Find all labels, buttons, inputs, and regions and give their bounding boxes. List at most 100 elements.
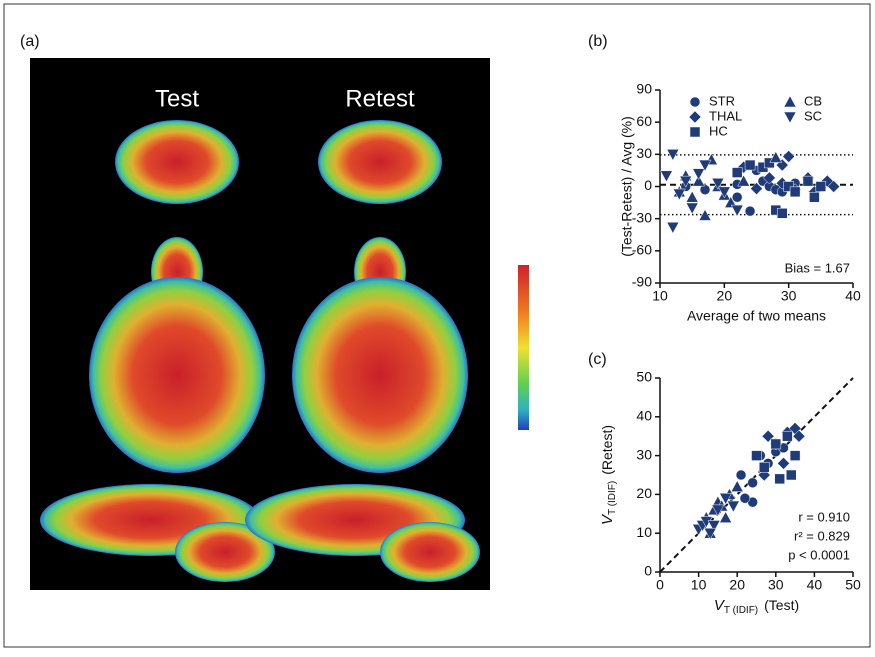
point	[769, 151, 783, 163]
colorbar	[518, 265, 529, 430]
y-tick-label: -60	[632, 242, 652, 258]
point	[724, 196, 738, 208]
point	[785, 469, 797, 481]
legend-label: CB	[804, 93, 822, 108]
point	[789, 450, 801, 461]
legend-label: STR	[709, 93, 735, 108]
colorbar-min: 0	[536, 413, 546, 433]
point	[783, 181, 794, 192]
point	[758, 461, 770, 473]
y-tick-label: 50	[636, 369, 652, 385]
annotation: r² = 0.829	[794, 528, 850, 543]
point	[672, 188, 686, 201]
x-axis-label: Average of two means	[687, 308, 826, 324]
annotation: Bias = 1.67	[785, 260, 850, 275]
y-tick-label: -30	[632, 209, 652, 225]
point	[726, 500, 740, 513]
point	[731, 191, 743, 203]
point	[707, 520, 721, 532]
point	[774, 473, 785, 485]
panel-label: (b)	[588, 33, 608, 50]
panel-label: (c)	[588, 351, 607, 368]
point	[770, 438, 782, 450]
point	[685, 190, 699, 203]
figure-border	[3, 3, 871, 648]
label-text: (Test)	[764, 597, 799, 613]
x-tick-label: 10	[652, 288, 668, 304]
legend-marker	[689, 96, 701, 108]
point	[751, 450, 762, 461]
x-tick-label: 40	[807, 577, 823, 593]
point	[744, 205, 756, 217]
point	[827, 180, 841, 193]
point	[750, 182, 763, 195]
point	[711, 178, 725, 190]
point	[719, 511, 733, 523]
column-title: Retest	[345, 85, 415, 112]
legend-label: HC	[709, 123, 728, 138]
brain-images	[40, 120, 480, 582]
point	[782, 430, 793, 442]
point	[711, 504, 725, 517]
point	[719, 493, 733, 505]
point	[698, 159, 712, 172]
point	[764, 157, 775, 169]
point	[692, 168, 706, 181]
y-tick-label: 0	[644, 563, 652, 579]
point	[730, 204, 744, 217]
colorbar-max: 32	[536, 261, 556, 281]
point	[666, 221, 680, 234]
point	[815, 181, 827, 192]
x-tick-label: 20	[729, 577, 745, 593]
y-tick-label: -90	[632, 274, 652, 290]
x-tick-label: 50	[845, 577, 861, 593]
annotation: p < 0.0001	[788, 547, 850, 562]
y-tick-label: 60	[636, 113, 652, 129]
point	[679, 175, 693, 188]
label-symbol: V	[537, 361, 557, 375]
y-tick-label: 30	[636, 145, 652, 161]
column-title: Test	[155, 85, 199, 112]
point	[737, 174, 751, 187]
point	[730, 480, 744, 492]
x-tick-label: 20	[717, 288, 733, 304]
point	[776, 208, 788, 219]
legend-marker	[783, 111, 797, 124]
y-axis-label: (Test-Retest) / Avg (%)	[619, 116, 635, 257]
legend-label: SC	[804, 108, 822, 123]
annotation: r = 0.910	[798, 509, 850, 524]
point	[744, 159, 756, 171]
x-tick-label: 10	[691, 577, 707, 593]
point	[735, 469, 747, 481]
x-axis-label: VT (IDIF) (Test)	[714, 597, 799, 616]
point	[747, 477, 758, 489]
point	[717, 186, 731, 199]
legend-marker	[783, 95, 797, 108]
point	[699, 184, 711, 195]
y-tick-label: 20	[636, 485, 652, 501]
point	[809, 191, 820, 203]
x-tick-label: 0	[656, 577, 664, 593]
point	[703, 527, 717, 540]
colorbar-label: VT (IDIF)	[537, 321, 559, 374]
point	[660, 170, 673, 183]
label-symbol: V	[599, 513, 616, 525]
label-text: (Retest)	[599, 425, 615, 475]
point	[763, 171, 776, 185]
y-tick-label: 0	[644, 177, 652, 193]
point	[666, 149, 680, 161]
point	[739, 493, 751, 504]
x-tick-label: 30	[768, 577, 784, 593]
point	[777, 457, 790, 470]
x-tick-label: 30	[781, 288, 797, 304]
identity-line	[659, 377, 854, 573]
point	[731, 167, 743, 178]
y-tick-label: 30	[636, 446, 652, 462]
point	[782, 150, 796, 163]
x-tick-label: 40	[845, 288, 861, 304]
panel-label: (a)	[20, 33, 40, 50]
point	[789, 186, 801, 198]
y-axis-label: VT (IDIF) (Retest)	[599, 425, 618, 525]
